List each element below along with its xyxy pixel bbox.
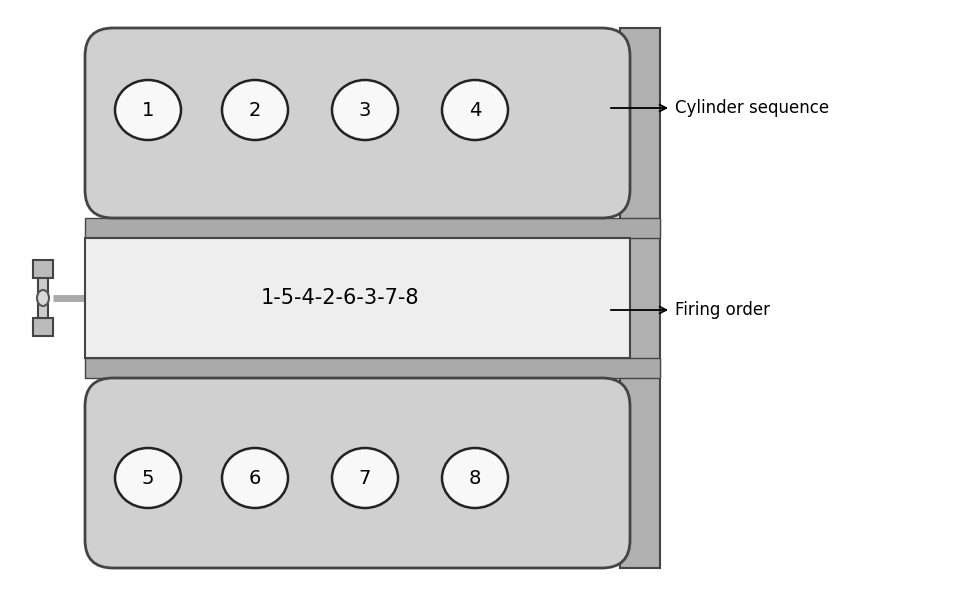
Ellipse shape (115, 448, 181, 508)
Text: 3: 3 (359, 101, 371, 120)
Bar (85, 238, 630, 358)
Text: 5: 5 (141, 468, 154, 488)
Bar (38, 278, 48, 318)
Ellipse shape (332, 80, 398, 140)
Ellipse shape (442, 80, 508, 140)
FancyBboxPatch shape (85, 378, 630, 568)
Text: 2: 2 (249, 101, 261, 120)
Text: 6: 6 (249, 468, 261, 488)
Ellipse shape (222, 448, 288, 508)
FancyBboxPatch shape (85, 28, 630, 218)
Bar (33, 260, 53, 278)
Bar (620, 28, 660, 568)
Bar (33, 318, 53, 336)
Text: 1: 1 (142, 101, 154, 120)
Ellipse shape (222, 80, 288, 140)
Ellipse shape (115, 80, 181, 140)
Text: 4: 4 (469, 101, 481, 120)
Bar (85, 358, 660, 378)
Text: 7: 7 (359, 468, 371, 488)
Text: Cylinder sequence: Cylinder sequence (675, 99, 830, 117)
Ellipse shape (332, 448, 398, 508)
Ellipse shape (37, 290, 49, 306)
Ellipse shape (442, 448, 508, 508)
Text: 8: 8 (469, 468, 481, 488)
Text: Firing order: Firing order (675, 301, 770, 319)
Bar (85, 218, 660, 238)
Text: 1-5-4-2-6-3-7-8: 1-5-4-2-6-3-7-8 (260, 288, 419, 308)
